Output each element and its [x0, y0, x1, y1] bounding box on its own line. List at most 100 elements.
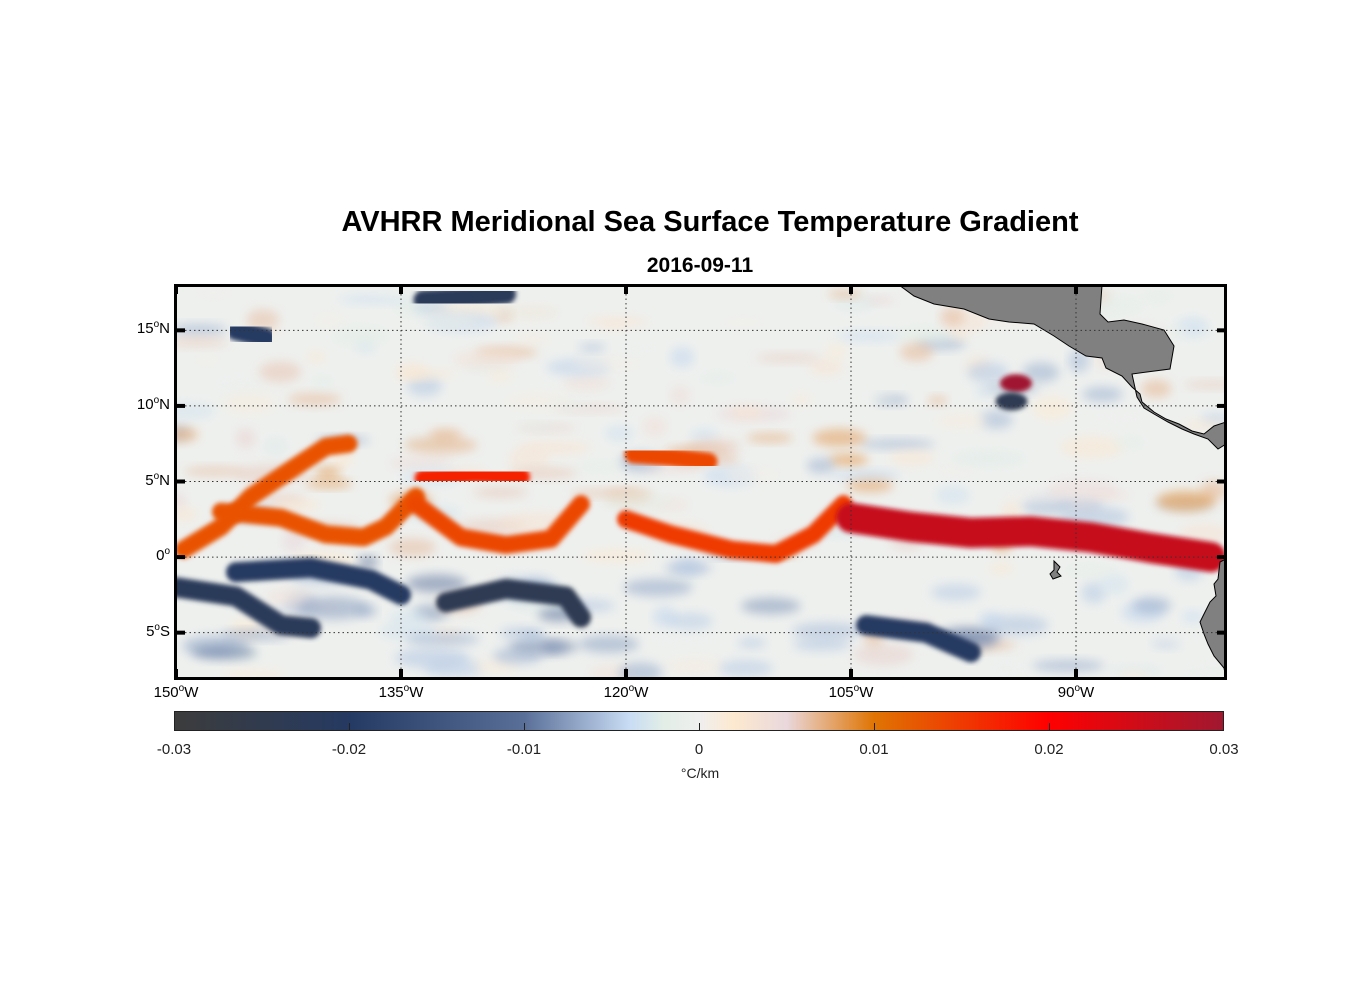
texture-blob — [669, 346, 695, 368]
north-cold-patch-2 — [413, 285, 516, 311]
texture-blob — [927, 395, 948, 406]
y-tick-label: 5oS — [110, 622, 170, 640]
texture-blob — [417, 314, 479, 329]
equatorial-front-arc-1 — [212, 487, 425, 547]
degree-symbol: o — [153, 394, 160, 406]
texture-blob — [951, 450, 1026, 467]
texture-blob — [832, 294, 878, 311]
texture-blob — [266, 589, 315, 606]
texture-blob — [721, 316, 765, 327]
x-tick-value: 135 — [378, 684, 404, 701]
texture-blob — [642, 416, 668, 438]
y-tick-hemisphere: N — [159, 471, 170, 489]
texture-blob — [665, 656, 726, 676]
texture-blob — [578, 343, 606, 352]
texture-blob — [812, 428, 867, 448]
x-tick-value: 120 — [603, 684, 629, 701]
y-tick-value: 10 — [136, 395, 154, 413]
colorbar-tick — [699, 723, 700, 730]
texture-blob — [989, 656, 1026, 678]
texture-blob — [486, 370, 514, 383]
texture-blob — [1177, 662, 1226, 678]
degree-symbol: o — [1074, 683, 1081, 694]
south-equatorial-band-1 — [226, 557, 411, 605]
texture-blob — [1032, 396, 1073, 420]
texture-blob — [488, 308, 562, 317]
colorbar-tick — [874, 723, 875, 730]
map-svg — [174, 284, 1227, 680]
colorbar-tick — [1049, 723, 1050, 730]
texture-blob — [389, 608, 429, 628]
texture-blob — [949, 332, 970, 341]
costa-rica-dome-positive — [1000, 374, 1032, 393]
colorbar-tick — [524, 723, 525, 730]
texture-blob — [314, 467, 341, 478]
texture-blob — [1165, 327, 1190, 338]
colorbar-tick-label: -0.01 — [506, 741, 542, 758]
degree-symbol: o — [153, 470, 160, 482]
texture-blob — [306, 351, 327, 363]
texture-blob — [214, 375, 266, 398]
x-tick-value: 90 — [1057, 684, 1075, 701]
y-tick-value: 5 — [145, 471, 154, 489]
texture-blob — [808, 358, 844, 377]
central-america-landmass — [898, 285, 1226, 450]
colorbar-tick — [349, 723, 350, 730]
texture-blob — [176, 506, 199, 522]
texture-blob — [598, 490, 675, 512]
texture-blob — [176, 336, 228, 348]
texture-blob — [1090, 410, 1149, 426]
texture-blob — [193, 353, 223, 366]
texture-blob — [331, 325, 389, 347]
south-equatorial-band-2 — [436, 578, 591, 628]
texture-blob — [305, 479, 353, 489]
colorbar-tick-label: -0.03 — [156, 741, 192, 758]
colorbar-tick-label: 0 — [694, 741, 704, 758]
texture-blob — [176, 324, 228, 336]
south-america-coast — [1199, 558, 1226, 678]
texture-blob — [1082, 386, 1123, 403]
texture-blob — [806, 457, 836, 474]
texture-blob — [723, 466, 781, 483]
texture-blob — [493, 647, 543, 664]
texture-blob — [699, 372, 736, 383]
texture-blob — [520, 421, 556, 432]
degree-symbol: o — [403, 683, 410, 694]
texture-blob — [669, 385, 691, 406]
texture-blob — [355, 605, 378, 617]
texture-blob — [191, 645, 257, 660]
texture-blob — [930, 583, 982, 601]
x-tick-hemisphere: W — [634, 684, 649, 701]
texture-blob — [614, 342, 660, 355]
texture-blob — [827, 289, 863, 299]
texture-blob — [979, 410, 1013, 430]
texture-blob — [974, 386, 995, 398]
texture-blob — [1004, 490, 1063, 505]
texture-blob — [1063, 564, 1118, 576]
texture-blob — [674, 558, 702, 576]
texture-blob — [287, 392, 342, 407]
texture-blob — [647, 628, 722, 647]
texture-blob — [1031, 659, 1105, 672]
texture-blob — [263, 437, 288, 456]
colorbar-tick-label: -0.02 — [331, 741, 367, 758]
texture-blob — [1140, 379, 1172, 398]
x-tick-hemisphere: W — [184, 684, 199, 701]
texture-blob — [222, 392, 277, 415]
texture-blob — [846, 477, 894, 493]
texture-blob — [357, 556, 379, 569]
texture-blob — [853, 643, 914, 666]
texture-blob — [1132, 596, 1172, 615]
y-tick-hemisphere: N — [159, 320, 170, 338]
texture-blob — [1099, 573, 1129, 595]
texture-blob — [789, 393, 814, 406]
y-tick-label: 0o — [110, 546, 170, 564]
texture-blob — [338, 294, 410, 304]
x-tick-label: 105oW — [811, 683, 891, 701]
texture-blob — [836, 330, 903, 342]
texture-blob — [394, 647, 470, 669]
land-masses — [898, 285, 1226, 678]
colorbar-tick-label: 0.03 — [1209, 741, 1239, 758]
texture-blob — [859, 439, 935, 450]
texture-blob — [234, 427, 257, 449]
